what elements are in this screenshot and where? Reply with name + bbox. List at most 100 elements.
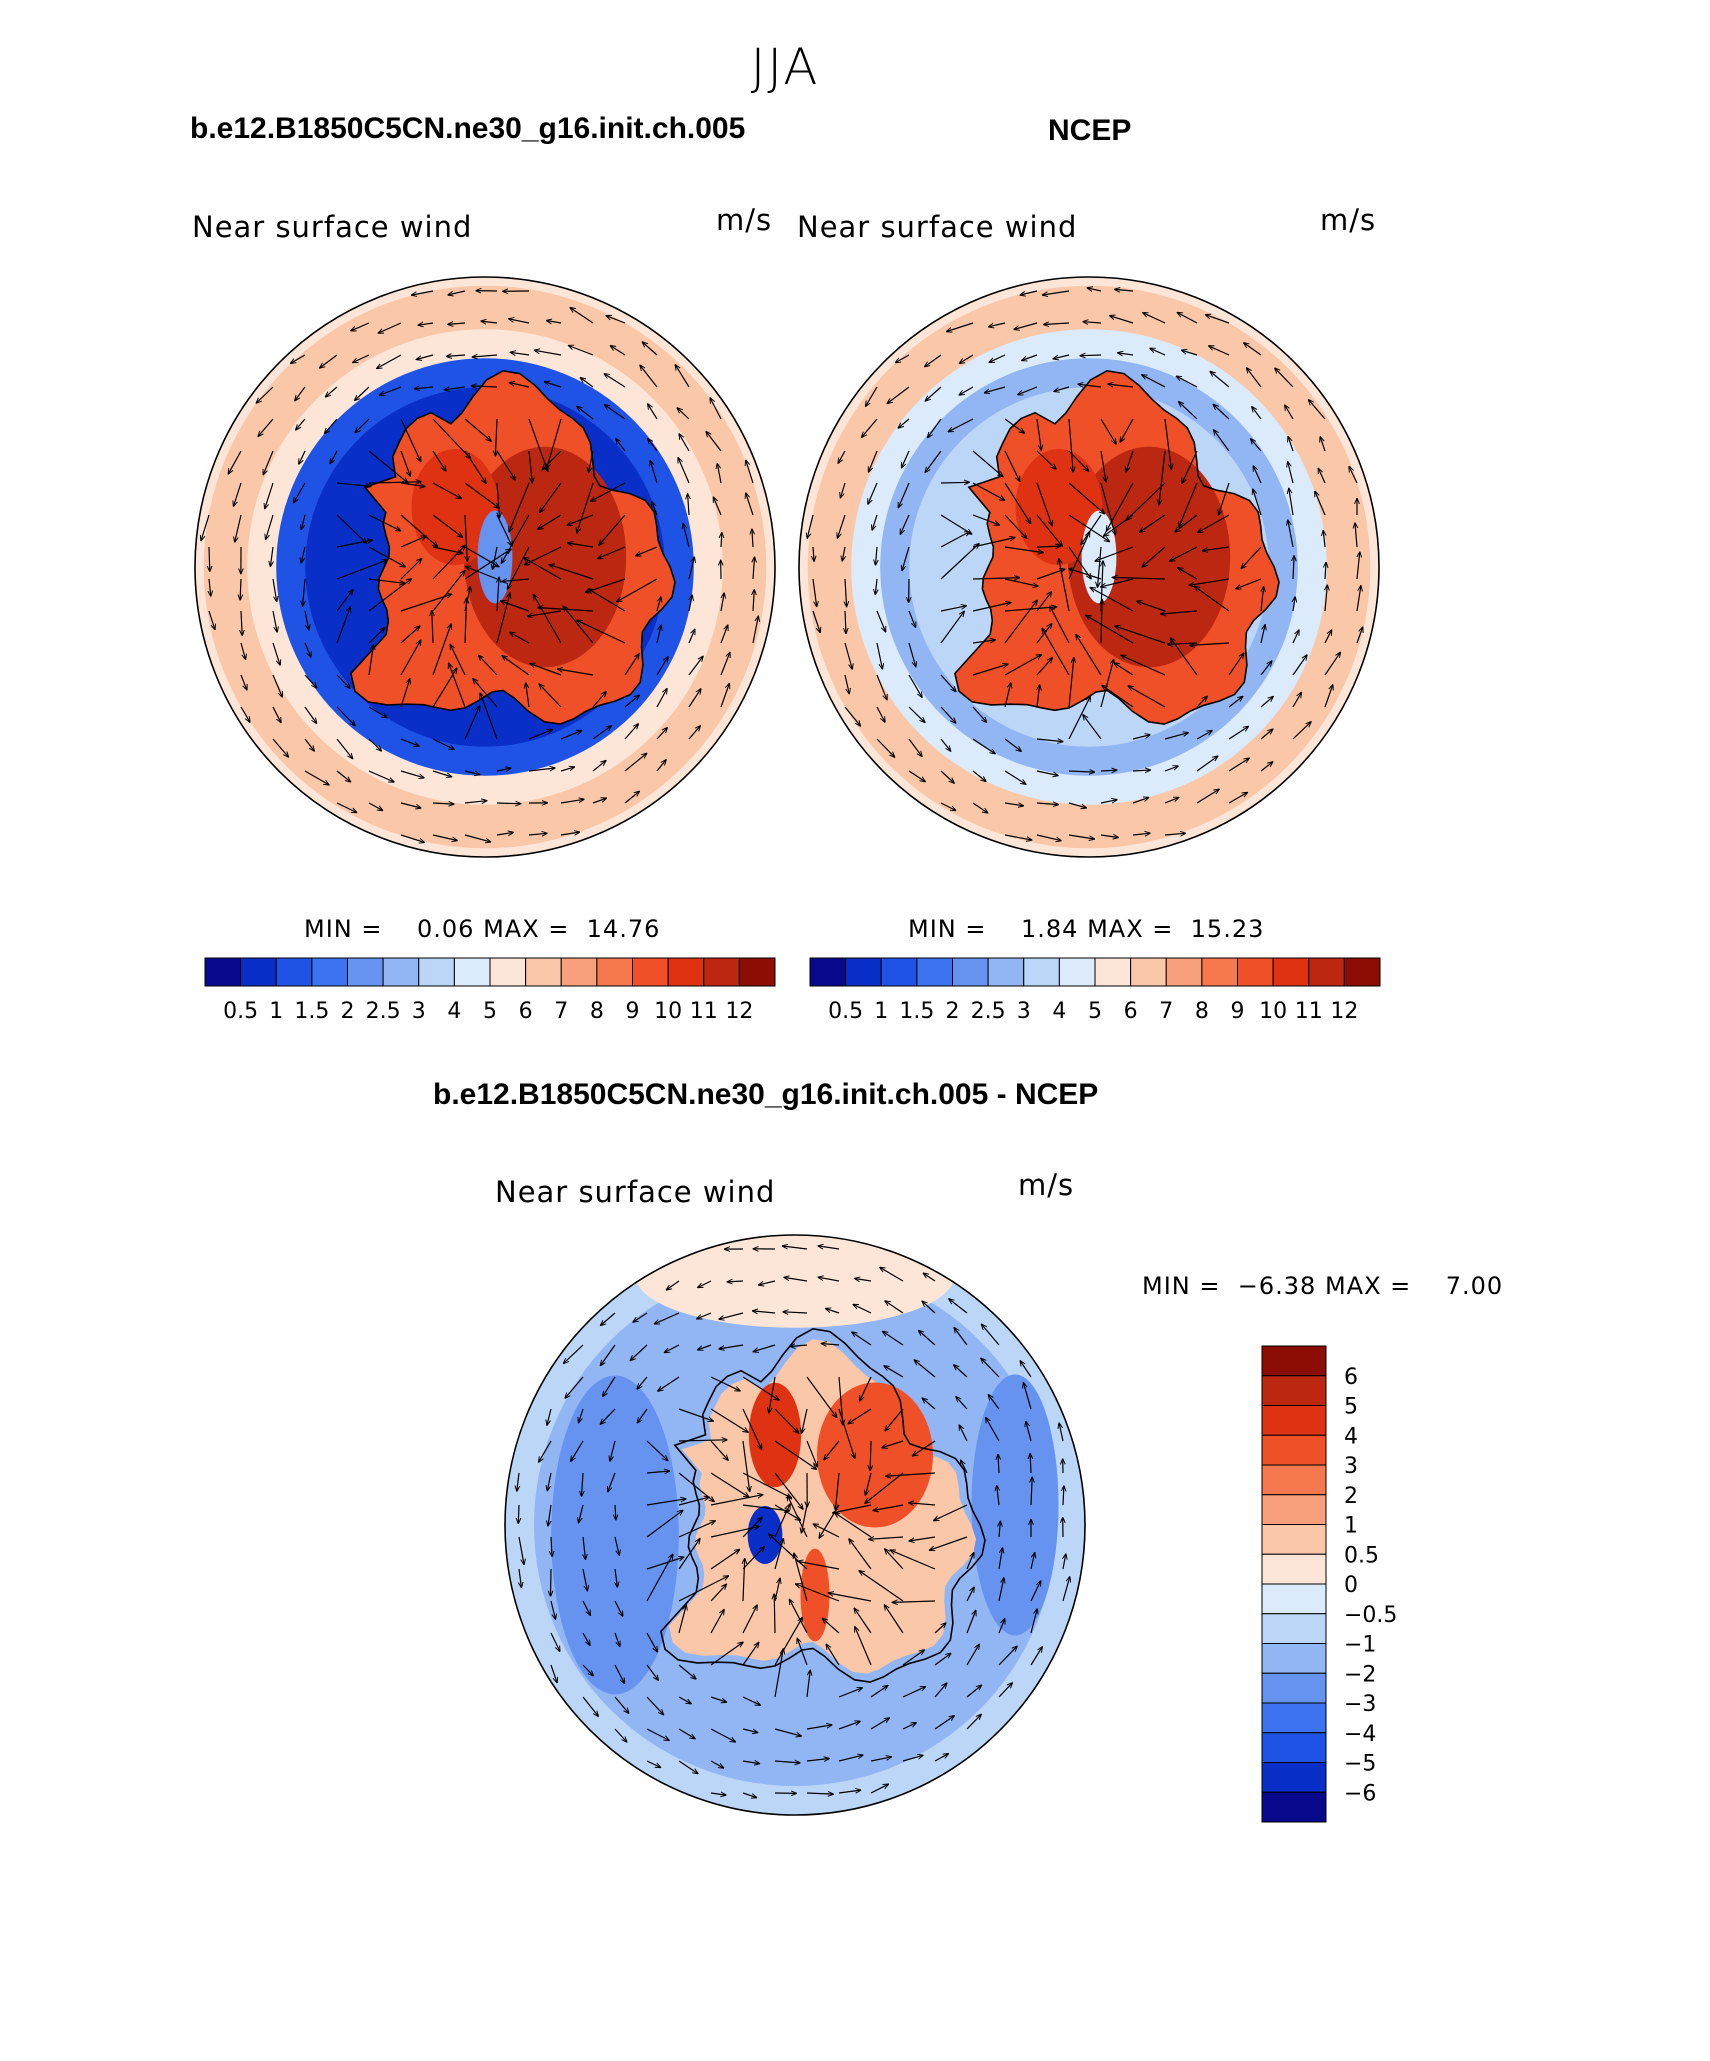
colorbar-box	[1261, 1762, 1327, 1793]
wind-vector	[640, 365, 658, 388]
wind-vector	[940, 770, 954, 783]
wind-vector	[828, 1593, 872, 1602]
wind-vector	[710, 1793, 726, 1795]
wind-vector	[400, 834, 425, 842]
wind-vector	[646, 1664, 658, 1680]
wind-vector	[1100, 770, 1117, 771]
wind-vector	[471, 386, 498, 387]
wind-vector	[719, 1344, 744, 1349]
wind-vector	[972, 664, 1008, 676]
wind-vector	[852, 1332, 872, 1346]
wind-vector	[616, 439, 626, 452]
colorbar-box	[525, 957, 562, 987]
wind-vector	[658, 1376, 680, 1391]
wind-vector	[1095, 546, 1134, 561]
wind-vector	[678, 1408, 713, 1421]
wind-vector	[517, 1472, 519, 1491]
wind-vector	[604, 374, 626, 388]
colorbar-box	[1058, 957, 1096, 987]
wind-vector	[972, 738, 995, 754]
wind-vector	[742, 1761, 760, 1764]
wind-vector	[1202, 546, 1230, 551]
wind-vector	[325, 386, 338, 397]
wind-vectors	[807, 288, 1362, 841]
wind-vector	[646, 1471, 670, 1473]
wind-vector	[582, 1600, 590, 1615]
colorbar-tick-label: 7	[554, 999, 568, 1024]
wind-vector	[1114, 663, 1134, 676]
wind-vectors	[517, 1246, 1070, 1798]
wind-vector	[1228, 792, 1247, 804]
wind-vector	[688, 557, 694, 580]
wind-vector	[330, 450, 338, 464]
wind-vector	[465, 598, 467, 644]
colorbar-3: 6 5 4 3 2 1 0.5 0 −0.5 −1 −2 −3 −4 −5 −6	[1261, 1345, 1397, 1823]
wind-vector	[646, 1554, 673, 1602]
colorbar-box	[418, 957, 455, 987]
wind-vector	[336, 560, 388, 580]
wind-vector	[577, 406, 594, 420]
wind-vector	[1194, 586, 1230, 612]
wind-vector	[1023, 1383, 1032, 1410]
wind-vector	[742, 1440, 750, 1492]
wind-vector	[807, 514, 814, 538]
wind-vector	[606, 316, 626, 324]
colorbar-box	[204, 957, 242, 987]
wind-vector	[998, 1619, 1005, 1634]
wind-vector	[940, 611, 964, 644]
wind-vector	[1081, 514, 1102, 545]
wind-vector	[1228, 653, 1244, 676]
wind-vector	[480, 693, 498, 740]
colorbar-box	[703, 957, 740, 987]
colorbar-tick-label: 10	[1259, 999, 1287, 1024]
wind-vector	[710, 1642, 743, 1666]
wind-vector	[753, 590, 754, 612]
colorbar-tick-label: −5	[1344, 1752, 1376, 1777]
wind-vector	[835, 1472, 840, 1510]
wind-vector	[432, 611, 433, 644]
wind-vector	[1260, 625, 1265, 644]
min-label: MIN =	[1142, 1272, 1221, 1300]
wind-vector	[400, 679, 410, 708]
colorbar-box	[1308, 957, 1345, 987]
colorbar-tick-label: 1	[269, 999, 283, 1024]
wind-vector	[400, 450, 410, 476]
wind-vector	[368, 645, 374, 676]
wind-vector	[234, 482, 242, 506]
wind-vector	[989, 322, 1006, 327]
wind-vector	[464, 834, 491, 842]
wind-vector	[1205, 315, 1230, 324]
wind-vector	[624, 791, 639, 804]
wind-vector	[1285, 405, 1294, 420]
wind-vector	[1309, 400, 1326, 420]
wind-vector	[1179, 482, 1198, 527]
wind-vector	[304, 706, 317, 723]
colorbar-tick-label: 12	[725, 999, 753, 1024]
wind-vector	[599, 514, 626, 545]
wind-vector	[774, 1440, 817, 1469]
wind-vector	[592, 761, 606, 772]
wind-vector	[1004, 770, 1026, 784]
wind-vector	[1324, 630, 1332, 644]
wind-vector	[1210, 371, 1230, 388]
wind-vector	[336, 590, 353, 612]
wind-vector	[301, 546, 306, 563]
wind-vector	[1100, 482, 1115, 535]
wind-vector	[883, 1331, 904, 1346]
wind-vector	[336, 706, 355, 726]
map-border-2	[798, 276, 1380, 858]
wind-vector	[496, 803, 521, 804]
wind-vector	[272, 738, 289, 757]
colorbar-box	[809, 957, 847, 987]
colorbar-tick-label: 2.5	[366, 999, 401, 1024]
wind-vector	[818, 1246, 840, 1250]
wind-vector	[481, 321, 498, 323]
wind-vector	[885, 1408, 904, 1431]
wind-vector	[1355, 523, 1357, 548]
wind-vector	[1101, 578, 1134, 587]
wind-vector	[706, 432, 722, 452]
wind-vector	[959, 1425, 968, 1442]
wind-vector	[1042, 628, 1070, 676]
wind-vector	[838, 1790, 861, 1793]
wind-vector	[813, 546, 814, 561]
